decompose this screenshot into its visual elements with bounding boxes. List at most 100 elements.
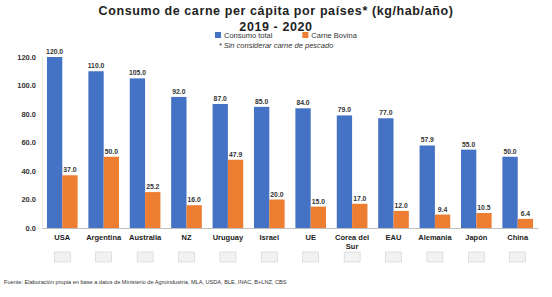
bar bbox=[311, 207, 326, 228]
data-label: 15.0 bbox=[312, 198, 325, 205]
x-tick: USA bbox=[54, 228, 70, 242]
bar bbox=[394, 211, 409, 228]
x-tick: Israel bbox=[259, 228, 279, 242]
series bbox=[62, 157, 533, 228]
data-label: 16.0 bbox=[188, 196, 201, 203]
legend-swatch bbox=[215, 32, 221, 38]
legend-label: Carne Bovina bbox=[311, 31, 357, 40]
x-tick: Alemania bbox=[418, 228, 452, 242]
y-tick: 120.0 bbox=[17, 53, 42, 62]
bar bbox=[269, 200, 284, 229]
y-tick: 100.0 bbox=[17, 81, 42, 90]
data-label: 10.5 bbox=[477, 204, 490, 211]
data-label: 20.0 bbox=[270, 191, 283, 198]
flag-icon bbox=[261, 252, 277, 262]
bars bbox=[47, 57, 533, 228]
flag-icon bbox=[96, 252, 112, 262]
y-tick-label: 80.0 bbox=[21, 110, 36, 119]
bar bbox=[476, 213, 491, 228]
y-tick: 0.0 bbox=[26, 224, 42, 233]
bar bbox=[104, 157, 119, 228]
data-label: 50.0 bbox=[503, 148, 516, 155]
x-tick: Corea delSur bbox=[335, 228, 369, 251]
data-label: 12.0 bbox=[395, 202, 408, 209]
data-label: 120.0 bbox=[46, 48, 63, 55]
annotation: * Sin considerar carne de pescado bbox=[219, 41, 334, 50]
x-tick: China bbox=[507, 228, 529, 242]
data-label: 85.0 bbox=[255, 98, 268, 105]
y-tick-label: 100.0 bbox=[17, 81, 36, 90]
bar bbox=[518, 219, 533, 228]
flag-icon bbox=[344, 252, 360, 262]
bar bbox=[145, 192, 160, 228]
x-tick-label: Corea delSur bbox=[335, 233, 369, 250]
x-tick-label: China bbox=[507, 233, 529, 242]
bar bbox=[254, 107, 269, 228]
data-labels: 120.0110.0105.092.087.085.084.079.077.05… bbox=[46, 48, 530, 217]
legend-item: Consumo total bbox=[215, 31, 273, 40]
x-tick: Australia bbox=[129, 228, 162, 242]
x-tick: EAU bbox=[386, 228, 402, 242]
data-label: 92.0 bbox=[172, 88, 185, 95]
x-tick-label: Uruguay bbox=[213, 233, 244, 242]
data-label: 50.0 bbox=[105, 148, 118, 155]
bar bbox=[213, 104, 228, 228]
chart: Consumo de carne per cápita por países* … bbox=[0, 0, 552, 297]
y-tick: 40.0 bbox=[21, 167, 42, 176]
data-label: 9.4 bbox=[438, 206, 448, 213]
data-label: 105.0 bbox=[129, 69, 146, 76]
x-tick-label: Israel bbox=[259, 233, 279, 242]
data-label: 25.2 bbox=[146, 183, 159, 190]
x-tick: Japón bbox=[465, 228, 488, 242]
x-tick-label: Alemania bbox=[418, 233, 452, 242]
x-tick: UE bbox=[305, 228, 315, 242]
data-label: 55.0 bbox=[462, 141, 475, 148]
title: Consumo de carne per cápita por países* … bbox=[99, 4, 454, 18]
x-tick-label: Australia bbox=[129, 233, 162, 242]
data-label: 79.0 bbox=[338, 106, 351, 113]
flags bbox=[54, 252, 525, 262]
x-axis: USAArgentinaAustraliaNZUruguayIsraelUECo… bbox=[43, 228, 539, 251]
bar bbox=[420, 145, 435, 228]
x-axis-line bbox=[43, 228, 539, 229]
data-label: 17.0 bbox=[353, 195, 366, 202]
y-tick-label: 120.0 bbox=[17, 53, 36, 62]
x-tick-label: USA bbox=[54, 233, 70, 242]
y-axis-line bbox=[42, 58, 43, 229]
bar bbox=[352, 204, 367, 228]
bar bbox=[171, 97, 186, 228]
bar bbox=[502, 157, 517, 228]
x-tick-label: UE bbox=[305, 233, 315, 242]
data-label: 87.0 bbox=[214, 95, 227, 102]
source: Fuente: Elaboración propia en base a dat… bbox=[4, 279, 287, 285]
y-tick-label: 20.0 bbox=[21, 195, 36, 204]
x-tick-label: EAU bbox=[386, 233, 402, 242]
data-label: 77.0 bbox=[379, 109, 392, 116]
bar bbox=[295, 108, 310, 228]
bar bbox=[130, 78, 145, 228]
flag-icon bbox=[427, 252, 443, 262]
x-tick: Uruguay bbox=[213, 228, 244, 242]
bar bbox=[461, 150, 476, 228]
x-tick: NZ bbox=[181, 228, 191, 242]
y-tick: 80.0 bbox=[21, 110, 42, 119]
flag-icon bbox=[510, 252, 526, 262]
data-label: 37.0 bbox=[63, 166, 76, 173]
data-label: 6.4 bbox=[521, 210, 531, 217]
data-label: 57.9 bbox=[421, 136, 434, 143]
y-tick: 20.0 bbox=[21, 195, 42, 204]
flag-icon bbox=[220, 252, 236, 262]
x-tick-label: NZ bbox=[181, 233, 191, 242]
legend-label: Consumo total bbox=[224, 31, 273, 40]
series bbox=[47, 57, 518, 228]
bar bbox=[228, 160, 243, 228]
flag-icon bbox=[468, 252, 484, 262]
y-tick: 60.0 bbox=[21, 138, 42, 147]
y-tick-label: 0.0 bbox=[26, 224, 36, 233]
bar bbox=[435, 215, 450, 228]
legend: Consumo total Carne Bovina bbox=[215, 31, 358, 40]
flag-icon bbox=[137, 252, 153, 262]
flag-icon bbox=[386, 252, 402, 262]
bar bbox=[88, 71, 103, 228]
y-tick-label: 60.0 bbox=[21, 138, 36, 147]
